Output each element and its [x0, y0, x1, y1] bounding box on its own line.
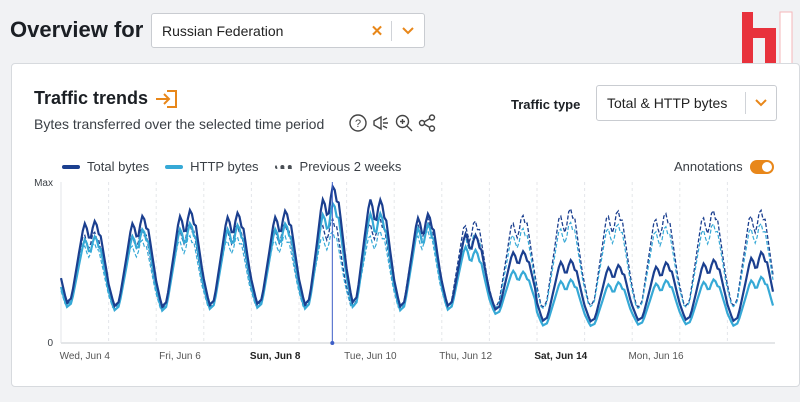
x-tick-label: Thu, Jun 12	[439, 351, 492, 362]
annotations-toggle[interactable]	[749, 159, 774, 174]
legend-item-total[interactable]: Total bytes	[62, 159, 149, 174]
share-icon[interactable]	[418, 114, 436, 132]
select-divider	[391, 20, 392, 41]
chevron-down-icon[interactable]	[392, 26, 424, 35]
annotation-marker-dot	[330, 341, 335, 345]
annotations-label: Annotations	[674, 159, 743, 174]
toggle-knob	[761, 161, 772, 172]
series-line-total	[59, 183, 775, 323]
legend-item-previous[interactable]: Previous 2 weeks	[274, 159, 402, 174]
clear-icon[interactable]: ✕	[370, 22, 384, 40]
traffic-type-label: Traffic type	[511, 97, 581, 112]
x-tick-label: Wed, Jun 4	[60, 351, 111, 362]
legend-label-total: Total bytes	[87, 159, 150, 174]
traffic-type-value: Total & HTTP bytes	[607, 95, 728, 111]
zoom-icon[interactable]	[395, 114, 413, 132]
traffic-type-select[interactable]: Total & HTTP bytes	[596, 85, 777, 121]
legend-swatch-total	[62, 164, 80, 169]
series-line-previous-http	[60, 221, 774, 311]
card-title: Traffic trends	[34, 88, 149, 108]
y-tick-max: Max	[34, 178, 53, 189]
annotations-control: Annotations	[674, 159, 774, 174]
legend-label-http: HTTP bytes	[190, 159, 259, 174]
x-tick-label: Mon, Jun 16	[628, 351, 683, 362]
chevron-down-icon[interactable]	[746, 99, 776, 107]
location-select-value: Russian Federation	[162, 22, 284, 39]
x-tick-label: Sat, Jun 14	[534, 351, 587, 362]
legend-item-http[interactable]: HTTP bytes	[165, 159, 259, 174]
legend-swatch-previous	[274, 164, 293, 169]
chart-legend: Total bytes HTTP bytes Previous 2 weeks	[62, 159, 401, 174]
traffic-chart[interactable]: Max 0 Wed, Jun 4 Fri, Jun 6 Sun, Jun 8 Tue, J…	[12, 64, 799, 386]
megaphone-icon[interactable]	[372, 114, 390, 132]
series-line-http	[59, 200, 775, 328]
legend-label-previous: Previous 2 weeks	[299, 159, 402, 174]
export-icon[interactable]	[154, 89, 178, 109]
select-divider	[745, 92, 746, 114]
x-tick-label: Fri, Jun 6	[159, 351, 201, 362]
traffic-trends-card: Traffic trends Bytes transferred over th…	[11, 63, 800, 387]
page-title: Overview for	[10, 17, 144, 42]
card-subtitle: Bytes transferred over the selected time…	[34, 116, 325, 132]
brand-logo-icon	[742, 11, 793, 69]
x-tick-label: Tue, Jun 10	[344, 351, 397, 362]
svg-text:?: ?	[355, 118, 361, 130]
y-tick-zero: 0	[47, 338, 53, 349]
legend-swatch-http	[165, 164, 184, 169]
help-icon[interactable]: ?	[349, 114, 367, 132]
x-tick-label: Sun, Jun 8	[250, 351, 301, 362]
card-tools: ?	[349, 114, 436, 132]
location-select[interactable]: Russian Federation ✕	[151, 13, 425, 48]
